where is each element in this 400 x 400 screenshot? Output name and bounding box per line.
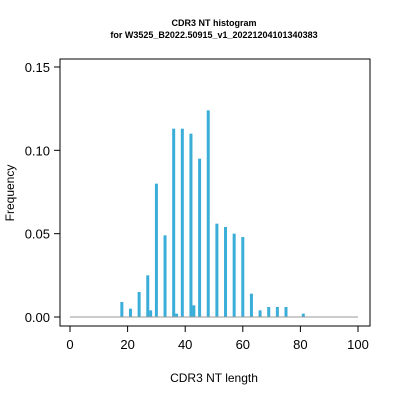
histogram-bar [249, 293, 253, 317]
x-tick-label: 100 [347, 337, 369, 352]
y-tick-label: 0.00 [25, 310, 50, 325]
histogram-bar [154, 183, 158, 317]
y-axis-label: Frequency [3, 165, 17, 222]
histogram-bar [198, 158, 202, 317]
histogram-bar [267, 307, 271, 317]
histogram-bar [224, 227, 228, 317]
chart-title: CDR3 NT histogram [171, 18, 256, 28]
histogram-bar [241, 237, 245, 317]
x-tick-label: 0 [66, 337, 73, 352]
y-tick-label: 0.15 [25, 60, 50, 75]
x-tick-label: 80 [293, 337, 307, 352]
histogram-bar [149, 310, 153, 317]
y-axis: 0.00 0.05 0.10 0.15 [25, 60, 61, 325]
histogram-bar [215, 223, 219, 317]
histogram-bar [284, 307, 288, 317]
y-tick-label: 0.05 [25, 227, 50, 242]
bar-group [120, 110, 305, 317]
y-tick-label: 0.10 [25, 143, 50, 158]
x-tick-label: 20 [120, 337, 134, 352]
histogram-bar [146, 275, 150, 317]
histogram-bar [180, 128, 184, 317]
histogram-bar [128, 308, 132, 317]
histogram-bar [137, 292, 141, 317]
histogram-bar [172, 128, 176, 317]
histogram-bar [163, 235, 167, 317]
histogram-bar [301, 313, 305, 317]
histogram-bar [192, 305, 196, 317]
histogram-bar [175, 313, 179, 317]
histogram-bar [206, 110, 210, 317]
x-axis-label: CDR3 NT length [170, 371, 258, 385]
histogram-bar [232, 233, 236, 317]
plot-frame [59, 58, 371, 327]
histogram-bar [258, 310, 262, 317]
histogram-bar [120, 302, 124, 317]
x-tick-label: 40 [178, 337, 192, 352]
chart-subtitle: for W3525_B2022.50915_v1_202212041013403… [110, 30, 317, 40]
x-tick-label: 60 [236, 337, 250, 352]
histogram-bar [189, 133, 193, 317]
x-axis: 0 20 40 60 80 100 [66, 325, 369, 352]
histogram-bar [275, 307, 279, 317]
